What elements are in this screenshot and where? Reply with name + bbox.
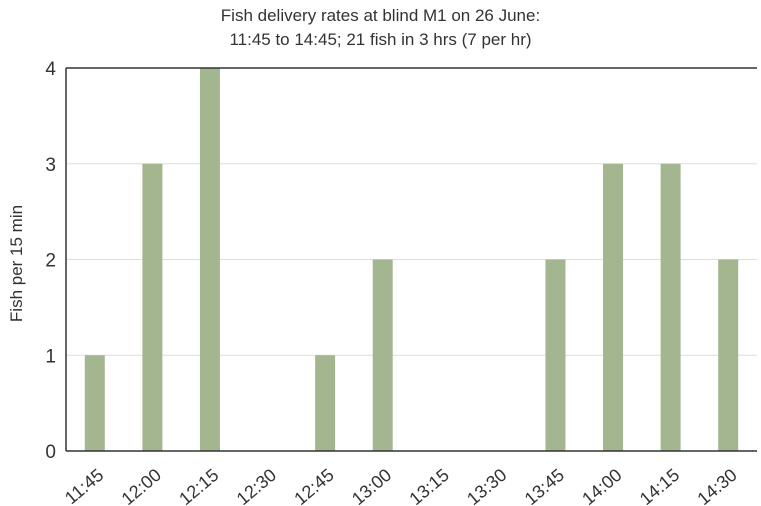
x-tick-label: 13:15: [405, 465, 452, 506]
x-tick-label: 13:45: [521, 465, 568, 506]
x-tick-label: 12:45: [290, 465, 337, 506]
bar: [84, 355, 105, 451]
x-tick-label: 14:30: [693, 465, 740, 506]
y-tick-label: 3: [45, 155, 56, 176]
bar: [545, 259, 566, 451]
x-tick-label: 12:15: [175, 465, 222, 506]
x-tick-label: 11:45: [61, 465, 107, 506]
bar: [142, 163, 163, 451]
bar: [603, 163, 624, 451]
x-tick-label: 14:15: [636, 465, 683, 506]
chart-title: Fish delivery rates at blind M1 on 26 Ju…: [220, 6, 541, 25]
x-tick-label: 13:00: [348, 465, 395, 506]
bar: [660, 163, 681, 451]
bar: [718, 259, 739, 451]
y-tick-label: 1: [45, 346, 56, 367]
x-tick-label: 14:00: [578, 465, 625, 506]
x-tick-label: 12:00: [118, 465, 165, 506]
y-tick-label: 4: [45, 59, 56, 80]
bar: [315, 355, 336, 451]
bar: [372, 259, 393, 451]
x-tick-label: 12:30: [233, 465, 280, 506]
x-tick-label: 13:30: [463, 465, 510, 506]
chart-subtitle: 11:45 to 14:45; 21 fish in 3 hrs (7 per …: [229, 30, 532, 49]
bar: [199, 68, 220, 451]
y-axis-label: Fish per 15 min: [7, 205, 26, 322]
y-tick-label: 2: [45, 251, 56, 272]
y-tick-label: 0: [45, 442, 56, 463]
